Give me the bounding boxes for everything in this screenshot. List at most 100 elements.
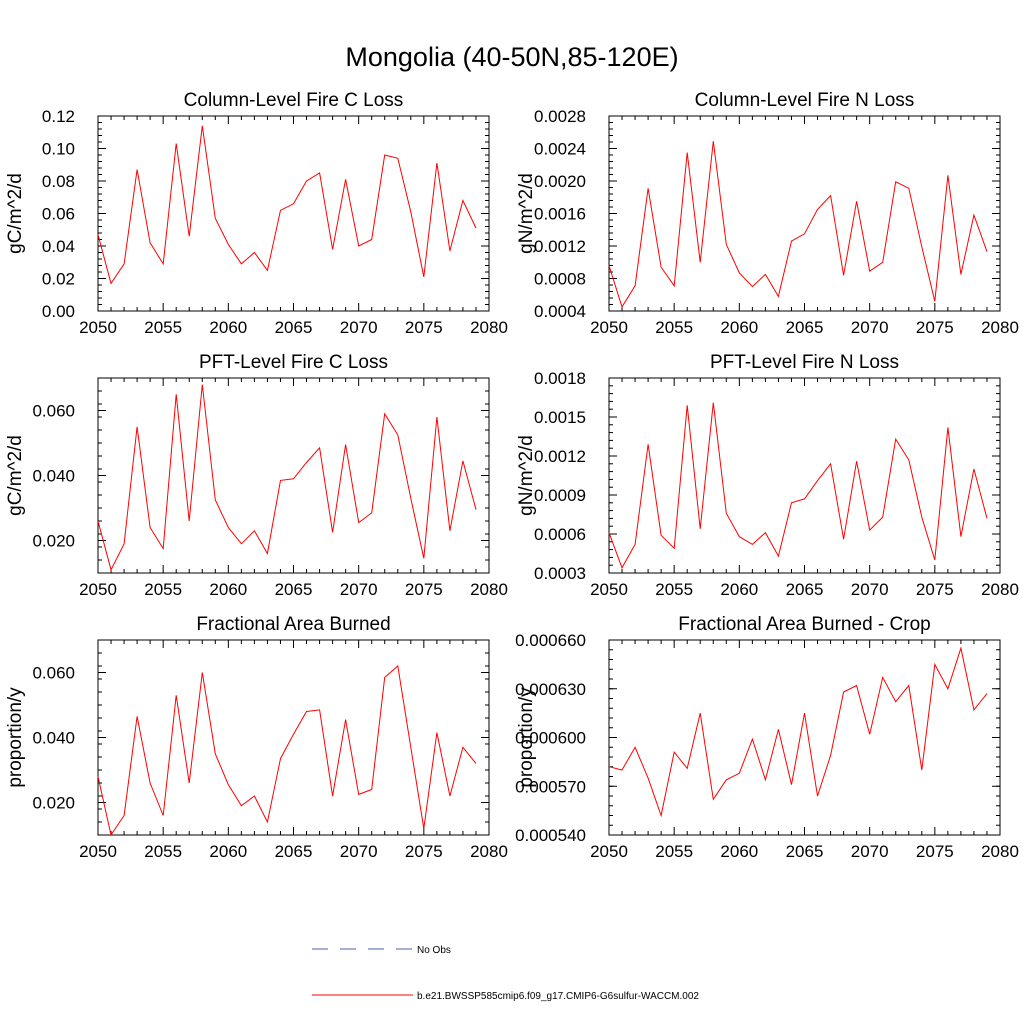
x-tick-label: 2070 — [340, 318, 378, 337]
y-tick-label: 0.00 — [42, 302, 75, 321]
y-tick-label: 0.000660 — [515, 631, 586, 650]
x-tick-label: 2065 — [786, 318, 824, 337]
x-tick-label: 2080 — [981, 580, 1019, 599]
panel-title: Fractional Area Burned — [196, 614, 390, 635]
y-tick-label: 0.04 — [42, 237, 75, 256]
x-tick-label: 2060 — [209, 842, 247, 861]
x-tick-label: 2075 — [916, 318, 954, 337]
x-tick-label: 2050 — [79, 842, 117, 861]
y-tick-label: 0.0018 — [534, 369, 586, 388]
panel-2: Column-Level Fire N Loss 2050 2055 2060 2065… — [516, 90, 1019, 337]
y-tick-label: 0.08 — [42, 172, 75, 191]
panel-title: Fractional Area Burned - Crop — [678, 614, 930, 635]
series-line — [608, 646, 988, 818]
series-line — [608, 141, 988, 309]
y-tick-label: 0.0028 — [534, 107, 586, 126]
x-tick-label: 2050 — [79, 580, 117, 599]
y-tick-label: 0.020 — [32, 794, 75, 813]
y-tick-label: 0.12 — [42, 107, 75, 126]
y-tick-label: 0.0004 — [534, 302, 586, 321]
series-line — [608, 402, 988, 569]
x-tick-label: 2055 — [144, 318, 182, 337]
x-tick-label: 2065 — [786, 842, 824, 861]
y-tick-label: 0.06 — [42, 205, 75, 224]
x-tick-label: 2080 — [470, 318, 508, 337]
y-tick-label: 0.0016 — [534, 205, 586, 224]
x-tick-label: 2050 — [79, 318, 117, 337]
y-tick-label: 0.0020 — [534, 172, 586, 191]
panel-5: Fractional Area Burned 2050 2055 2060 2065 20… — [5, 614, 508, 861]
panel-title: Column-Level Fire N Loss — [695, 90, 915, 111]
plot-frame — [608, 639, 1001, 836]
x-tick-label: 2080 — [981, 318, 1019, 337]
x-tick-label: 2060 — [209, 580, 247, 599]
plot-frame — [608, 115, 1001, 312]
x-tick-label: 2070 — [340, 580, 378, 599]
y-tick-label: 0.060 — [32, 402, 75, 421]
panel-1: Column-Level Fire C Loss 2050 2055 2060 2065… — [5, 90, 508, 337]
chart-panels: Column-Level Fire C Loss 2050 2055 2060 2065… — [5, 90, 1019, 861]
plot-frame — [97, 377, 490, 574]
x-tick-label: 2070 — [340, 842, 378, 861]
x-tick-label: 2065 — [786, 580, 824, 599]
y-tick-label: 0.10 — [42, 140, 75, 159]
plot-frame — [97, 639, 490, 836]
plot-frame — [608, 377, 1001, 574]
panel-3: PFT-Level Fire C Loss 2050 2055 2060 2065 207… — [5, 352, 508, 599]
y-tick-label: 0.000600 — [515, 729, 586, 748]
y-axis-label: gC/m^2/d — [5, 173, 26, 254]
x-tick-label: 2055 — [655, 580, 693, 599]
y-tick-label: 0.000570 — [515, 777, 586, 796]
x-tick-label: 2070 — [851, 580, 889, 599]
x-tick-label: 2075 — [916, 842, 954, 861]
x-tick-label: 2080 — [470, 842, 508, 861]
x-tick-label: 2060 — [720, 318, 758, 337]
y-tick-label: 0.000630 — [515, 680, 586, 699]
series-line — [97, 384, 477, 572]
y-tick-label: 0.020 — [32, 532, 75, 551]
legend-label-no-obs: No Obs — [417, 945, 451, 956]
x-tick-label: 2075 — [405, 318, 443, 337]
y-tick-label: 0.0012 — [534, 447, 586, 466]
x-tick-label: 2070 — [851, 318, 889, 337]
x-tick-label: 2065 — [275, 842, 313, 861]
x-tick-label: 2070 — [851, 842, 889, 861]
y-tick-label: 0.000540 — [515, 826, 586, 845]
y-tick-label: 0.040 — [32, 729, 75, 748]
y-tick-label: 0.0015 — [534, 408, 586, 427]
panel-title: Column-Level Fire C Loss — [184, 90, 404, 111]
y-axis-label: proportion/y — [516, 687, 537, 788]
x-tick-label: 2075 — [405, 580, 443, 599]
y-tick-label: 0.0012 — [534, 237, 586, 256]
y-tick-label: 0.060 — [32, 664, 75, 683]
x-tick-label: 2055 — [144, 580, 182, 599]
x-tick-label: 2075 — [916, 580, 954, 599]
y-tick-label: 0.040 — [32, 467, 75, 486]
panel-4: PFT-Level Fire N Loss 2050 2055 2060 2065 207… — [516, 352, 1019, 599]
x-tick-label: 2080 — [470, 580, 508, 599]
y-tick-label: 0.0006 — [534, 525, 586, 544]
series-line — [97, 125, 477, 285]
x-tick-label: 2055 — [144, 842, 182, 861]
plot-frame — [97, 115, 490, 312]
panel-6: Fractional Area Burned - Crop 2050 2055 206… — [515, 614, 1019, 861]
x-tick-label: 2060 — [209, 318, 247, 337]
x-tick-label: 2055 — [655, 842, 693, 861]
y-tick-label: 0.0003 — [534, 564, 586, 583]
series-line — [97, 665, 477, 837]
x-tick-label: 2080 — [981, 842, 1019, 861]
x-tick-label: 2050 — [590, 318, 628, 337]
y-tick-label: 0.0009 — [534, 486, 586, 505]
y-axis-label: proportion/y — [5, 687, 26, 788]
x-tick-label: 2050 — [590, 580, 628, 599]
x-tick-label: 2060 — [720, 842, 758, 861]
legend: No Obs b.e21.BWSSP585cmip6.f09_g17.CMIP6… — [312, 945, 699, 1002]
y-tick-label: 0.0024 — [534, 140, 586, 159]
y-axis-label: gN/m^2/d — [516, 173, 537, 254]
x-tick-label: 2060 — [720, 580, 758, 599]
x-tick-label: 2075 — [405, 842, 443, 861]
y-axis-label: gN/m^2/d — [516, 435, 537, 516]
y-tick-label: 0.0008 — [534, 270, 586, 289]
x-tick-label: 2055 — [655, 318, 693, 337]
